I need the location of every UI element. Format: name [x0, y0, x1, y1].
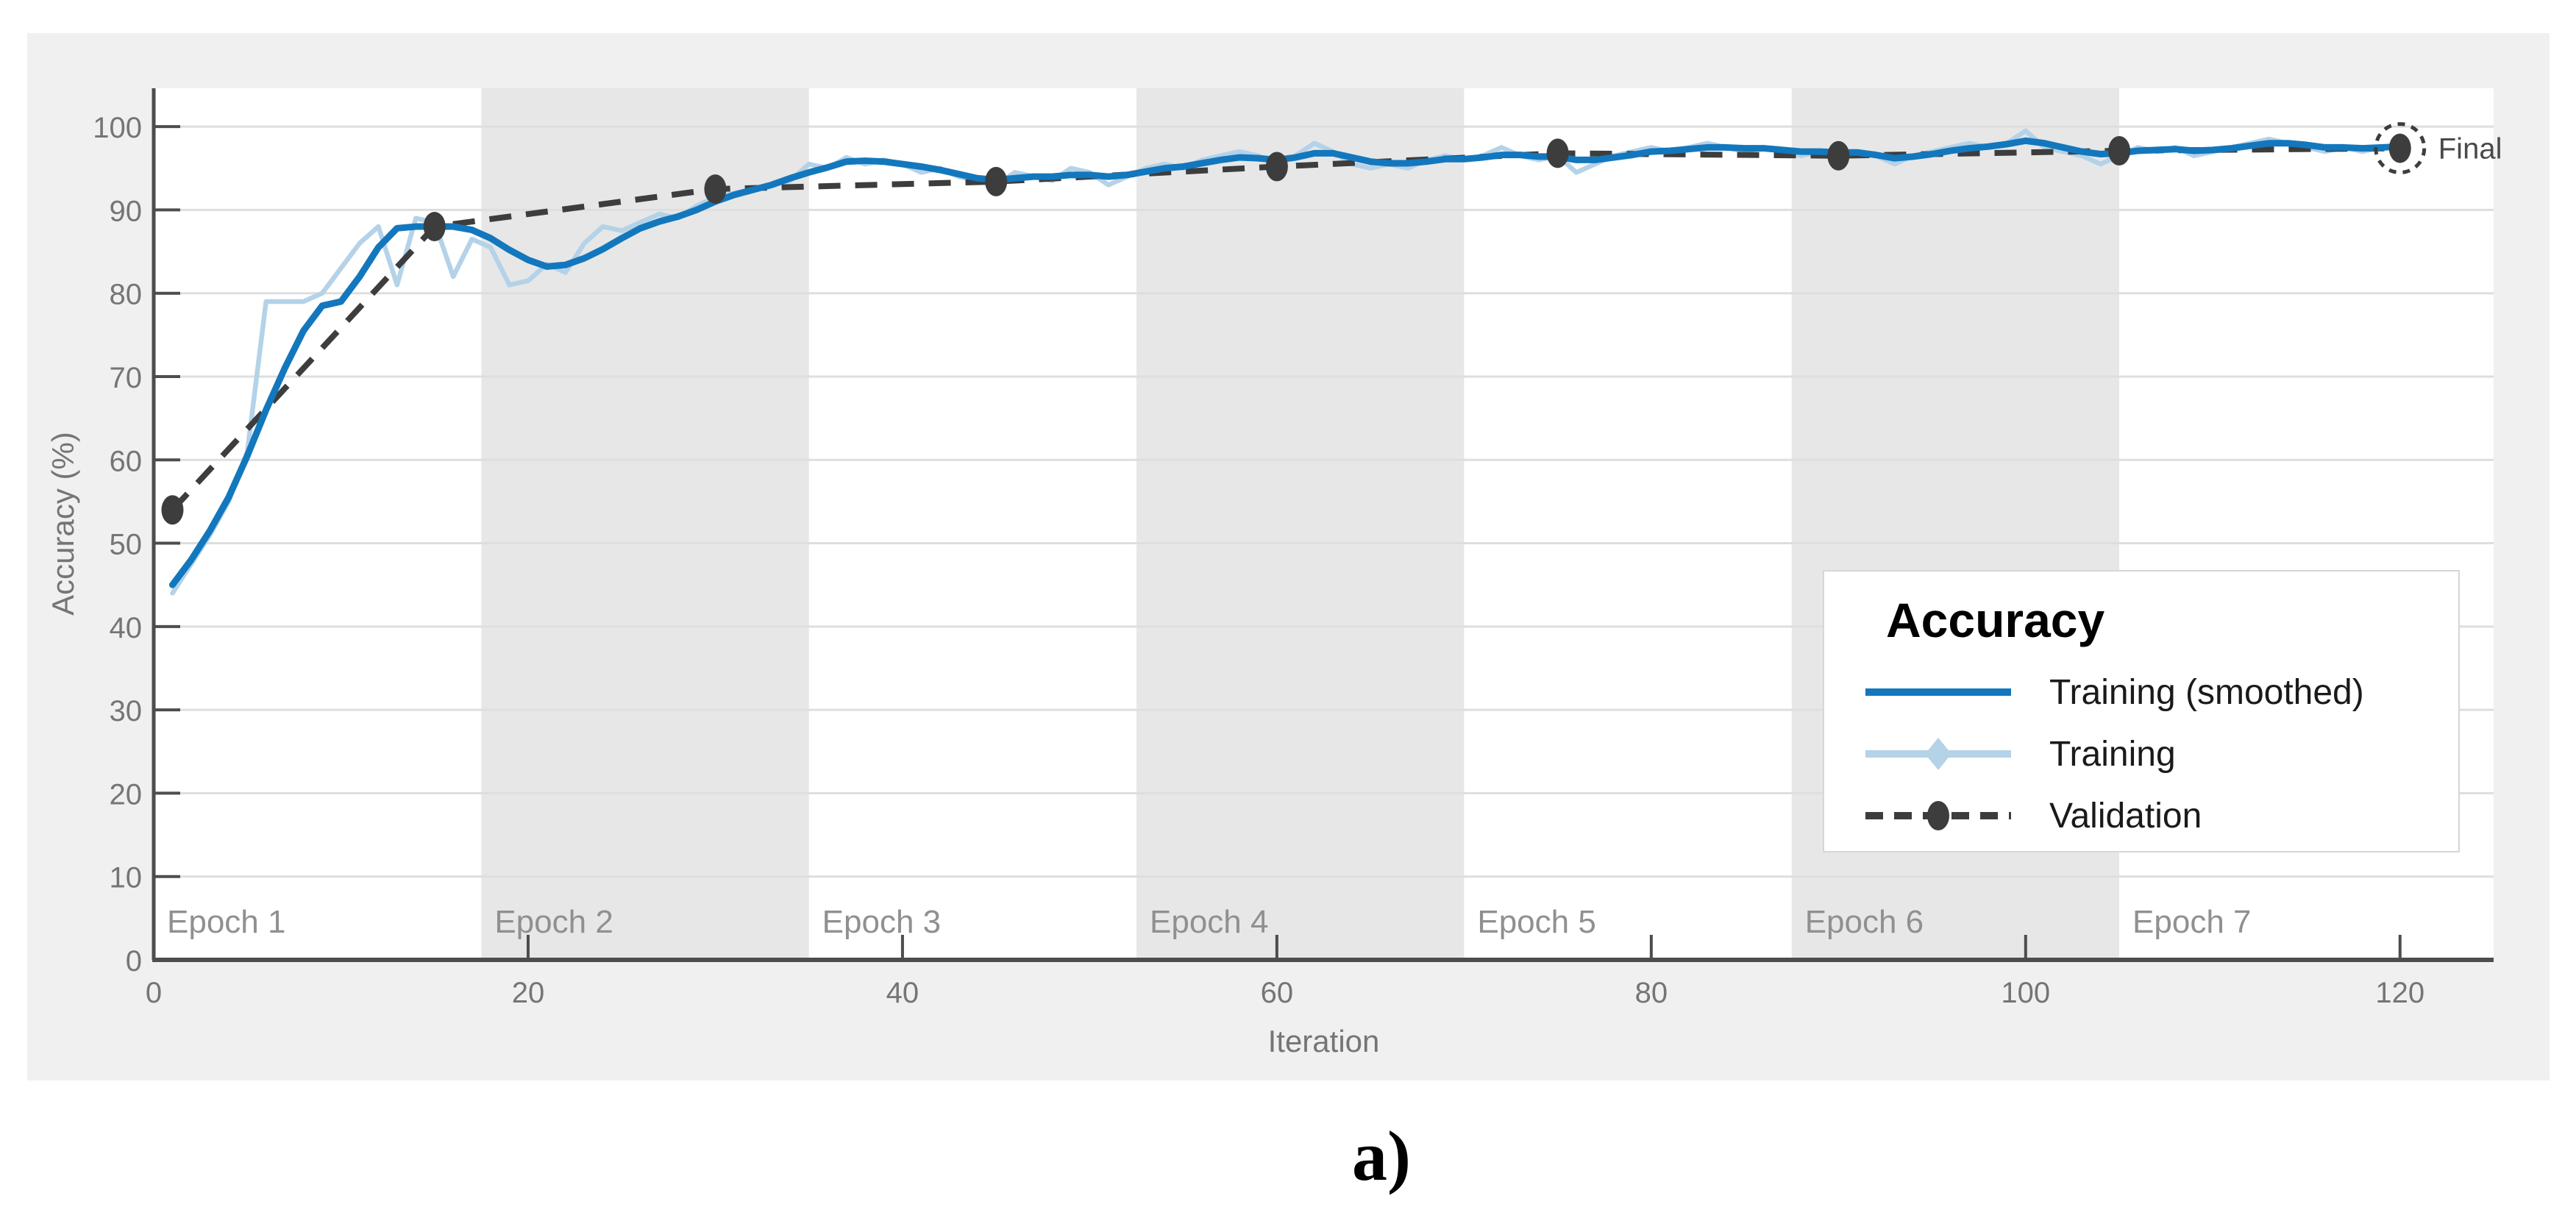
- epoch-label: Epoch 7: [2132, 904, 2251, 940]
- y-tick-label: 60: [110, 445, 143, 477]
- validation-marker: [704, 174, 727, 204]
- y-tick-label: 20: [110, 778, 143, 811]
- epoch-label: Epoch 2: [494, 904, 613, 940]
- legend-label-training-smoothed: Training (smoothed): [2049, 672, 2364, 712]
- training-smoothed-line: [168, 137, 2404, 588]
- validation-marker: [1546, 138, 1569, 168]
- x-tick-label: 80: [1635, 977, 1668, 1009]
- y-axis-label: Accuracy (%): [46, 432, 80, 616]
- legend-entry-training: Training: [1861, 723, 2458, 785]
- validation-marker: [2388, 133, 2411, 163]
- x-tick-label: 20: [512, 977, 545, 1009]
- epoch-band: [1136, 88, 1465, 960]
- legend-label-training: Training: [2049, 734, 2176, 774]
- epoch-label: Epoch 4: [1150, 904, 1268, 940]
- y-tick-label: 10: [110, 862, 143, 894]
- y-tick-label: 100: [93, 112, 142, 144]
- x-tick-label: 60: [1261, 977, 1294, 1009]
- x-tick-label: 120: [2375, 977, 2424, 1009]
- legend-entry-training-smoothed: Training (smoothed): [1861, 661, 2458, 723]
- epoch-band: [481, 88, 809, 960]
- x-tick-label: 40: [886, 977, 919, 1009]
- validation-marker: [423, 212, 446, 242]
- legend-title: Accuracy: [1886, 593, 2105, 647]
- training-smoothed-line-icon: [1865, 688, 2011, 696]
- final-marker-ring: [2374, 122, 2427, 175]
- y-tick-label: 80: [110, 279, 143, 311]
- final-label: Final: [2438, 133, 2502, 165]
- x-tick-label: 0: [146, 977, 162, 1009]
- validation-line-icon: [1865, 801, 2011, 830]
- x-axis-label: Iteration: [1267, 1024, 1380, 1058]
- epoch-label: Epoch 1: [167, 904, 285, 940]
- validation-marker: [985, 166, 1008, 196]
- y-tick-label: 0: [126, 945, 142, 978]
- validation-marker: [1827, 140, 1850, 171]
- y-tick-label: 30: [110, 695, 143, 727]
- training-line-icon: [1865, 738, 2011, 770]
- subfigure-caption: a): [1352, 1117, 1411, 1195]
- validation-marker: [1265, 152, 1288, 182]
- legend-label-validation: Validation: [2049, 796, 2202, 836]
- validation-marker: [2108, 135, 2131, 165]
- y-tick-label: 40: [110, 612, 143, 644]
- validation-marker: [161, 495, 184, 525]
- y-tick-label: 70: [110, 362, 143, 394]
- epoch-label: Epoch 3: [822, 904, 941, 940]
- y-tick-label: 90: [110, 195, 143, 227]
- y-tick-label: 50: [110, 529, 143, 561]
- legend: Accuracy Training (smoothed) Training Va…: [1823, 570, 2460, 852]
- x-tick-label: 100: [2001, 977, 2050, 1009]
- epoch-label: Epoch 6: [1805, 904, 1924, 940]
- epoch-label: Epoch 5: [1477, 904, 1595, 940]
- legend-entry-validation: Validation: [1861, 785, 2458, 847]
